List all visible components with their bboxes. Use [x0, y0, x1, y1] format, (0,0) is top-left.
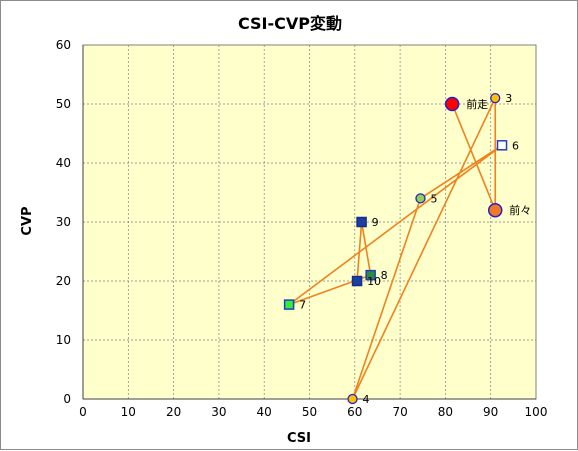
- y-tick-label: 0: [63, 392, 71, 406]
- y-tick-label: 20: [56, 274, 71, 288]
- x-tick-label: 10: [121, 405, 136, 419]
- chart-title: CSI-CVP変動: [238, 14, 342, 33]
- data-label: 前々: [509, 203, 531, 217]
- y-tick-label: 10: [56, 333, 71, 347]
- y-axis-label: CVP: [20, 206, 35, 235]
- data-point: [347, 393, 358, 405]
- data-label: 8: [381, 269, 388, 282]
- x-tick-label: 40: [257, 405, 272, 419]
- data-label: 3: [505, 92, 512, 105]
- x-tick-label: 20: [166, 405, 181, 419]
- data-point: [365, 269, 376, 281]
- y-tick-label: 30: [56, 215, 71, 229]
- data-label: 6: [512, 139, 519, 152]
- series-line: [288, 97, 503, 400]
- data-point: [351, 275, 363, 287]
- data-label: 10: [367, 275, 381, 288]
- data-point: [356, 216, 367, 228]
- x-tick-label: 70: [392, 405, 407, 419]
- y-axis-ticks: 0 10 20 30 40 50 60: [56, 38, 71, 406]
- data-point: [496, 140, 508, 151]
- x-tick-label: 100: [525, 405, 548, 419]
- x-tick-label: 80: [438, 405, 453, 419]
- data-points: [283, 92, 508, 405]
- data-point: [490, 92, 501, 104]
- data-label: 前走: [466, 97, 488, 111]
- y-tick-label: 60: [56, 38, 71, 52]
- data-point: [415, 193, 426, 204]
- x-tick-label: 30: [211, 405, 226, 419]
- data-point: [487, 202, 503, 218]
- data-point: [283, 299, 295, 310]
- data-label: 4: [363, 393, 370, 406]
- grid-lines: [82, 44, 537, 400]
- x-tick-label: 0: [79, 405, 87, 419]
- data-point: [444, 96, 460, 112]
- x-tick-label: 50: [302, 405, 317, 419]
- x-axis-ticks: 0 10 20 30 40 50 60 70 80 90 100: [79, 405, 547, 419]
- data-label: 7: [299, 299, 306, 312]
- x-tick-label: 90: [483, 405, 498, 419]
- data-label: 9: [372, 216, 379, 229]
- y-tick-label: 40: [56, 156, 71, 170]
- x-tick-label: 60: [347, 405, 362, 419]
- data-label: 5: [430, 192, 437, 205]
- y-tick-label: 50: [56, 97, 71, 111]
- x-axis-label: CSI: [287, 431, 311, 446]
